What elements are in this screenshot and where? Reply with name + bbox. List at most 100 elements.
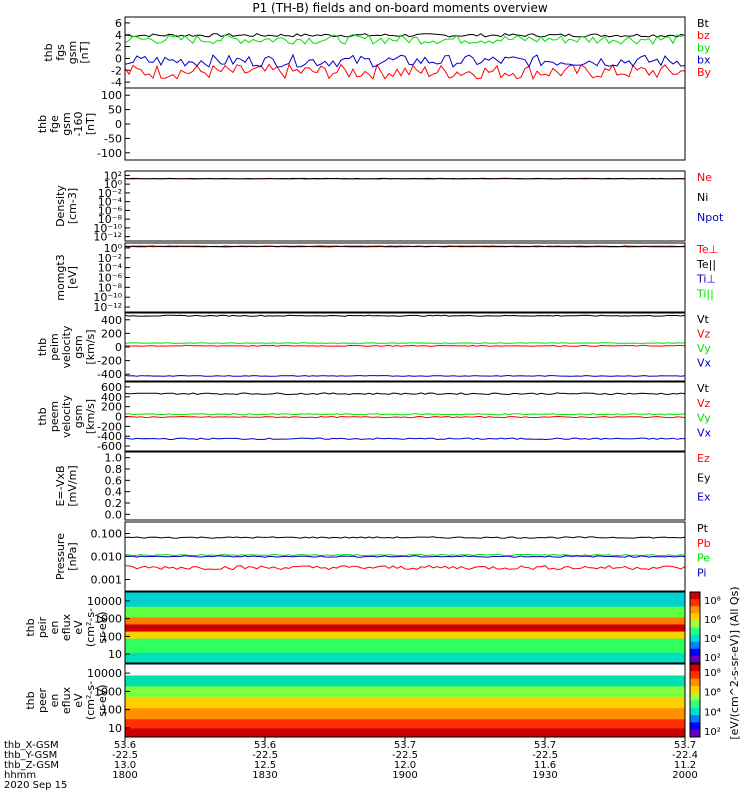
y-axis-label: thb: [24, 618, 37, 636]
heatmap-band: [125, 618, 685, 621]
heatmap-band: [125, 648, 685, 652]
y-tick-label: 10⁻⁶: [98, 272, 123, 285]
y-axis-label: gsm: [60, 112, 73, 135]
x-axis-row-label: 2020 Sep 15: [4, 780, 67, 791]
panel-10: 10000 1000 100 10 thb peer en eflux eV (cm²-s-sr-…: [24, 663, 686, 738]
heatmap-band: [125, 709, 685, 712]
heatmap-band: [125, 657, 685, 660]
x-tick-label: -22.4: [672, 750, 698, 761]
panel-frame: [124, 381, 686, 452]
y-axis-label: sr-eV): [96, 611, 109, 643]
colorbar-tick-label: 10⁴: [704, 707, 721, 718]
heatmap-band: [125, 647, 685, 650]
y-axis-label: gsm: [72, 405, 85, 428]
heatmap-band: [125, 678, 685, 681]
y-tick-label: 10⁻⁸: [98, 213, 123, 226]
series-line: [124, 564, 686, 571]
legend-entry: bx: [697, 54, 711, 67]
y-tick-label: 100: [101, 89, 122, 102]
y-axis-label: gsm: [66, 41, 79, 64]
legend-entry: Ti||: [696, 287, 714, 300]
panel-7: 1.00.80.60.40.20.0 E=-VxB [mV/m] Ez Ey Ex: [54, 451, 711, 521]
plot-title: P1 (TH-B) fields and on-board moments ov…: [252, 1, 548, 15]
heatmap-band: [125, 671, 685, 674]
heatmap-band: [125, 620, 685, 623]
y-tick-label: 4: [115, 29, 122, 42]
heatmap-band: [125, 611, 685, 614]
y-axis-label: velocity: [60, 325, 73, 368]
heatmap-band: [125, 722, 685, 725]
legend-entry: Vx: [697, 426, 712, 439]
y-tick-label: 1000: [94, 685, 122, 698]
heatmap-band: [125, 715, 685, 718]
colorbar-band: [690, 634, 700, 643]
y-tick-label: 10000: [87, 595, 122, 608]
legend-entry: Ti⊥: [696, 273, 716, 286]
y-axis-label: en: [48, 621, 61, 635]
heatmap-band: [125, 676, 685, 680]
y-tick-label: -200: [97, 355, 122, 368]
heatmap-band: [125, 636, 685, 639]
x-tick-label: -22.5: [392, 750, 418, 761]
y-tick-label: -100: [97, 147, 122, 160]
y-tick-label: -50: [104, 132, 122, 145]
heatmap-band: [125, 667, 685, 670]
legend-entry: Pe: [697, 552, 710, 565]
heatmap-band: [125, 673, 685, 676]
colorbar-band: [690, 641, 700, 650]
y-tick-label: 2: [115, 41, 122, 54]
y-tick-label: 10⁻⁴: [98, 196, 123, 209]
heatmap-band: [125, 716, 685, 720]
legend-entry: Pi: [697, 566, 706, 579]
heatmap-band: [125, 729, 685, 733]
legend-entry: Pt: [697, 522, 709, 535]
y-tick-label: 10⁻¹²: [93, 231, 122, 244]
y-tick-label: 10: [108, 648, 122, 661]
colorbar-tick-label: 10²: [704, 653, 721, 664]
heatmap-band: [125, 731, 685, 734]
series-line: [124, 413, 686, 416]
colorbar-tick-label: 10⁸: [704, 596, 721, 607]
x-tick-label: 53.7: [394, 740, 416, 751]
legend-entry: Te||: [696, 258, 716, 271]
heatmap-band: [125, 615, 685, 618]
x-tick-label: 11.6: [534, 760, 556, 771]
heatmap-band: [125, 639, 685, 643]
colorbar-band: [690, 722, 700, 731]
y-axis-label: thb: [36, 407, 49, 425]
y-axis-label: sr-eV): [96, 684, 109, 716]
y-axis-label: [mV/m]: [66, 465, 79, 506]
series-line: [124, 344, 686, 347]
legend-entry: Vy: [697, 412, 711, 425]
heatmap-band: [125, 713, 685, 716]
panel-frame: [124, 242, 686, 313]
heatmap-band: [125, 727, 685, 731]
colorbar-tick-label: 10²: [704, 727, 721, 738]
x-tick-label: 1900: [392, 770, 417, 781]
y-tick-label: -2: [111, 64, 122, 77]
colorbar-band: [690, 655, 700, 664]
y-axis-label: [cm-3]: [66, 188, 79, 224]
heatmap-band: [125, 602, 685, 605]
heatmap-band: [125, 735, 685, 738]
heatmap-band: [125, 707, 685, 711]
heatmap-band: [125, 600, 685, 604]
x-tick-label: 11.2: [674, 760, 696, 771]
colorbar-band: [690, 671, 700, 680]
panel-frame: [124, 87, 686, 161]
y-tick-label: 0.8: [105, 463, 123, 476]
y-axis-label: eflux: [60, 613, 73, 641]
colorbar-band: [690, 599, 700, 607]
y-axis-label: eV: [72, 620, 85, 635]
y-axis-label: [km/s]: [84, 399, 97, 434]
y-tick-label: 0.001: [91, 574, 123, 587]
heatmap-band: [125, 593, 685, 597]
y-axis-label: fgs: [54, 44, 67, 61]
heatmap-band: [125, 607, 685, 611]
panel-frame: [124, 312, 686, 382]
y-axis-label: peim: [48, 333, 61, 361]
y-axis-label: Pressure: [54, 533, 67, 580]
